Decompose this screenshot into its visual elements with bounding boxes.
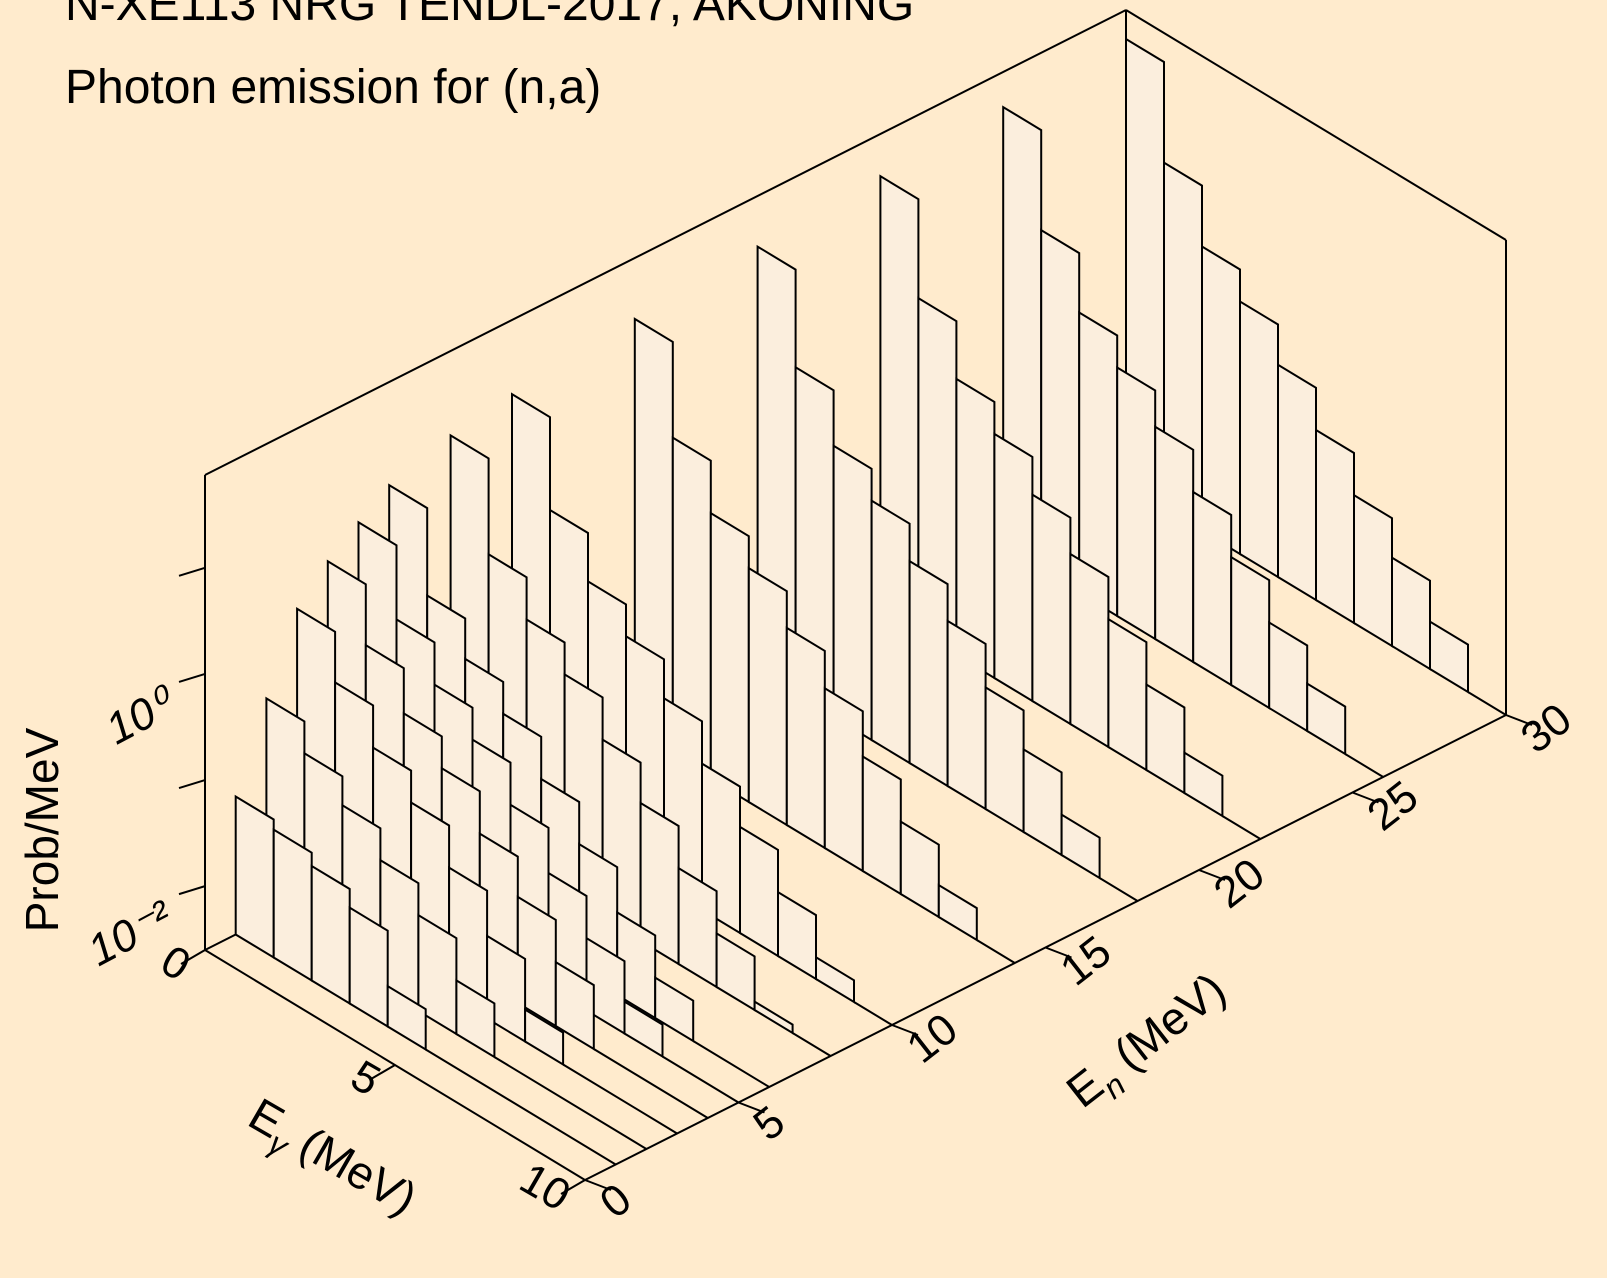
spectrum-bin bbox=[715, 931, 756, 1012]
y-axis-label: Prob/MeV bbox=[16, 727, 68, 932]
slice-baseline bbox=[1344, 753, 1384, 778]
z-tick bbox=[1505, 714, 1533, 726]
spectrum-bin bbox=[777, 890, 817, 981]
slice-baseline bbox=[562, 1063, 678, 1135]
spectrum-bin bbox=[823, 686, 864, 873]
spectrum-bin bbox=[1060, 812, 1101, 880]
slice-baseline bbox=[425, 1048, 617, 1166]
spectrum-bin bbox=[908, 559, 949, 788]
x-tick bbox=[560, 1179, 586, 1195]
spectrum-bin bbox=[870, 498, 911, 765]
z-tick bbox=[1198, 869, 1226, 881]
spectrum-bin bbox=[417, 913, 458, 1036]
spectrum-bin bbox=[861, 754, 902, 896]
slice-baseline bbox=[593, 1048, 709, 1119]
spectrum-bin bbox=[1268, 620, 1309, 733]
y-tick bbox=[178, 885, 206, 896]
slice-baseline bbox=[661, 1055, 740, 1104]
slice-baseline bbox=[792, 1032, 832, 1057]
spectrum-bin bbox=[993, 432, 1034, 703]
spectrum-bin bbox=[1031, 492, 1072, 726]
spectrum-bin bbox=[524, 1007, 565, 1067]
chart-subtitle: Photon emission for (n,a) bbox=[65, 61, 601, 114]
slice-baseline bbox=[1099, 877, 1139, 902]
spectrum-bin bbox=[1154, 425, 1195, 664]
spectrum-bin bbox=[899, 819, 940, 919]
spectrum-bin bbox=[486, 934, 527, 1044]
spectrum-bin bbox=[1069, 552, 1110, 749]
spectrum-bin bbox=[709, 511, 750, 804]
slice-baseline bbox=[853, 1001, 893, 1026]
spectrum-bin bbox=[785, 626, 826, 850]
spectrum-bin bbox=[654, 975, 695, 1043]
spectrum-bin bbox=[1315, 428, 1355, 625]
spectrum-bin bbox=[310, 864, 351, 1006]
x-tick bbox=[370, 1064, 396, 1080]
spectrum-bin bbox=[585, 936, 626, 1036]
spectrum-bin bbox=[639, 801, 680, 966]
spectrum-bin bbox=[1353, 493, 1393, 648]
slice-baseline bbox=[976, 939, 1016, 964]
slice-baseline bbox=[1221, 815, 1261, 840]
spectrum-bin bbox=[554, 960, 595, 1051]
box-edge bbox=[204, 9, 1127, 476]
spectrum-bin bbox=[753, 999, 794, 1035]
spectrum-bin bbox=[1145, 682, 1186, 795]
spectrum-bin bbox=[747, 566, 788, 827]
spectrum-bin bbox=[1183, 750, 1224, 818]
spectrum-bin bbox=[832, 444, 873, 742]
spectrum-bin bbox=[623, 999, 664, 1059]
spectrum-bin bbox=[272, 827, 313, 983]
spectrum-bin bbox=[1239, 299, 1279, 579]
spectrum-bin bbox=[386, 984, 427, 1052]
z-tick bbox=[1045, 946, 1072, 959]
spectrum-bin bbox=[937, 883, 978, 942]
spectrum-bin bbox=[616, 910, 657, 1020]
spectrum-bin bbox=[234, 794, 275, 960]
spectrum-bin bbox=[1116, 365, 1157, 641]
spectrum-bin bbox=[348, 905, 389, 1029]
spectrum-bin bbox=[1391, 555, 1431, 671]
spectrum-bin bbox=[739, 825, 779, 958]
spectrum-bin bbox=[984, 685, 1025, 834]
y-tick bbox=[178, 672, 206, 683]
spectrum-bin bbox=[815, 955, 855, 1004]
spectrum-bin bbox=[946, 619, 987, 811]
slice-baseline bbox=[692, 1040, 770, 1088]
z-tick bbox=[891, 1024, 919, 1036]
slice-baseline bbox=[493, 1056, 647, 1150]
y-minor-tick bbox=[178, 779, 206, 789]
slice-baseline bbox=[1467, 691, 1507, 716]
spectrum-bin bbox=[1429, 619, 1469, 694]
spectrum-bin bbox=[1107, 617, 1148, 772]
spectrum-bin bbox=[516, 895, 557, 1028]
spectrum-bin bbox=[1022, 747, 1063, 857]
spectrum-bin bbox=[1277, 363, 1317, 602]
chart-title: N-XE113 NRG TENDL-2017, AKONING bbox=[65, 0, 914, 31]
box-edge bbox=[1125, 9, 1507, 241]
z-tick bbox=[1352, 791, 1379, 804]
z-tick bbox=[584, 1179, 612, 1191]
z-tick bbox=[738, 1101, 765, 1114]
spectrum-bin bbox=[455, 978, 496, 1059]
spectrum-bin bbox=[1306, 681, 1347, 756]
spectrum-bin bbox=[677, 866, 718, 989]
spectrum-bin bbox=[1230, 555, 1271, 710]
x-tick bbox=[180, 949, 206, 965]
spectrum-bin bbox=[1192, 490, 1233, 687]
y-minor-tick bbox=[178, 566, 206, 577]
